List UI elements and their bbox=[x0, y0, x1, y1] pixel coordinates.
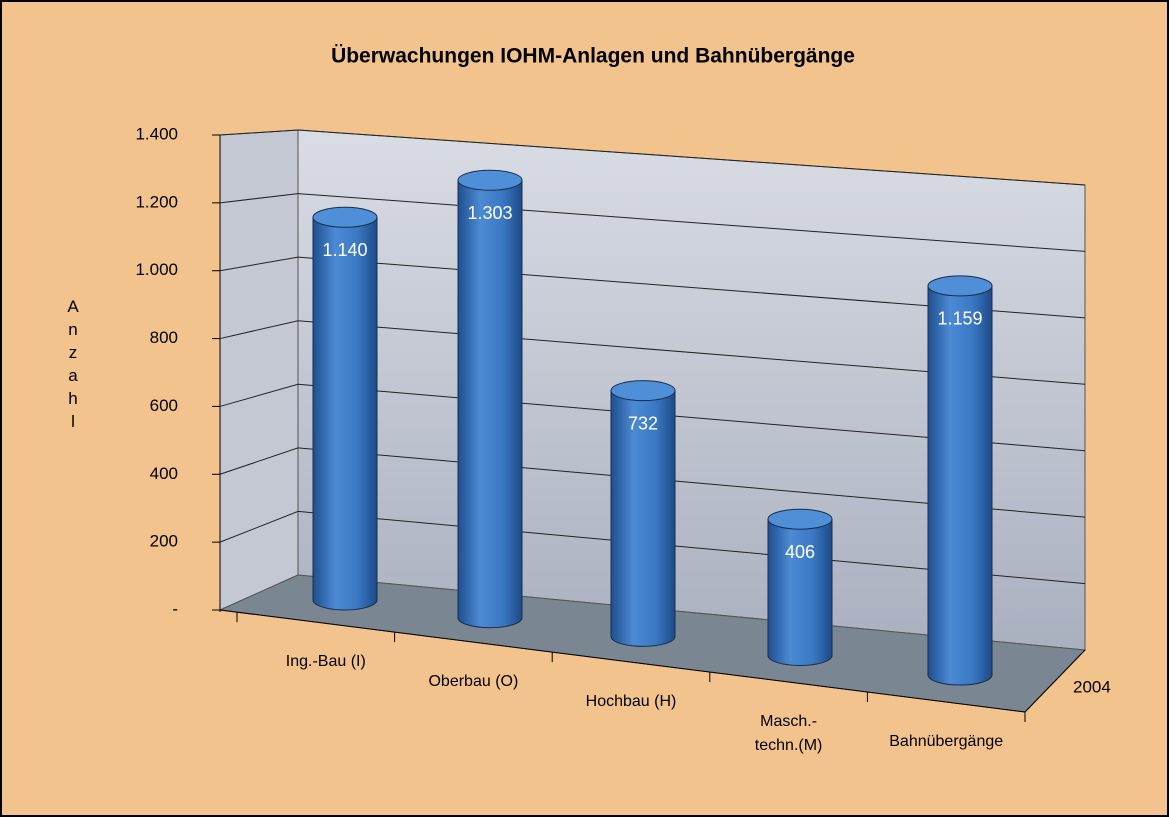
bar bbox=[767, 518, 833, 667]
value-label: 1.303 bbox=[467, 203, 512, 223]
grid-line bbox=[219, 193, 1086, 252]
value-label: 406 bbox=[785, 542, 815, 562]
grid-line bbox=[219, 129, 1086, 186]
y-tick-label: - bbox=[172, 599, 178, 618]
bar bbox=[610, 390, 676, 647]
x-tick-label: Masch.-techn.(M) bbox=[755, 713, 823, 754]
value-label: 1.140 bbox=[322, 240, 367, 260]
x-axis bbox=[219, 609, 1026, 713]
x-tick-label: Ing.-Bau (I) bbox=[286, 653, 366, 670]
grid-line bbox=[219, 447, 1086, 518]
y-tick-label: 1.400 bbox=[135, 124, 178, 143]
value-label: 732 bbox=[628, 413, 658, 433]
bar-top bbox=[610, 380, 676, 402]
depth-axis bbox=[1024, 649, 1086, 713]
bar bbox=[457, 179, 523, 629]
y-tick-label: 200 bbox=[150, 532, 178, 551]
bar-top bbox=[312, 206, 378, 228]
bar-top bbox=[457, 169, 523, 191]
y-tick-label: 1.200 bbox=[135, 192, 178, 211]
bar bbox=[927, 285, 993, 686]
x-tick-label: Hochbau (H) bbox=[586, 693, 677, 710]
bar-top bbox=[927, 275, 993, 297]
grid-line bbox=[219, 256, 1086, 319]
grid-line bbox=[219, 383, 1086, 452]
grid-line bbox=[219, 320, 1086, 385]
y-tick-label: 600 bbox=[150, 396, 178, 415]
bar bbox=[312, 216, 378, 611]
x-tick-label: Oberbau (O) bbox=[428, 673, 518, 690]
series-label: 2004 bbox=[1073, 677, 1111, 696]
y-tick-label: 400 bbox=[150, 464, 178, 483]
x-tick-label: Bahnübergänge bbox=[889, 733, 1003, 750]
y-tick-label: 1.000 bbox=[135, 260, 178, 279]
y-tick-label: 800 bbox=[150, 328, 178, 347]
bar-top bbox=[767, 508, 833, 530]
chart-title: Überwachungen IOHM-Anlagen und Bahnüberg… bbox=[331, 45, 855, 68]
value-label: 1.159 bbox=[937, 309, 982, 329]
